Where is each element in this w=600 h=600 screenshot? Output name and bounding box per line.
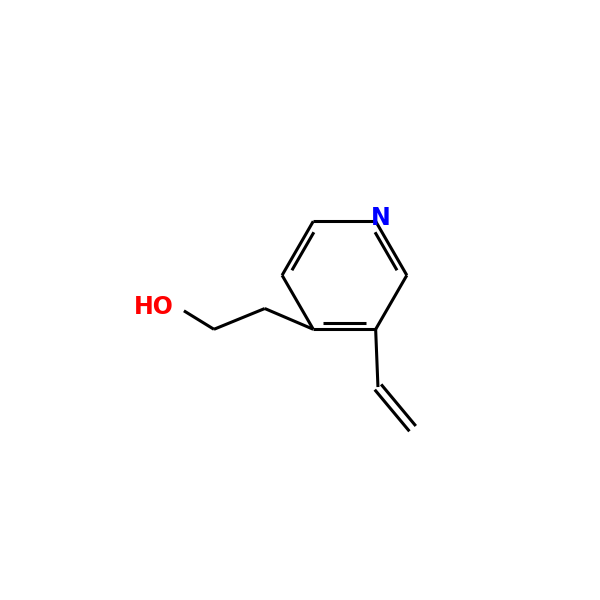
Text: HO: HO xyxy=(134,295,174,319)
Text: N: N xyxy=(371,206,391,230)
